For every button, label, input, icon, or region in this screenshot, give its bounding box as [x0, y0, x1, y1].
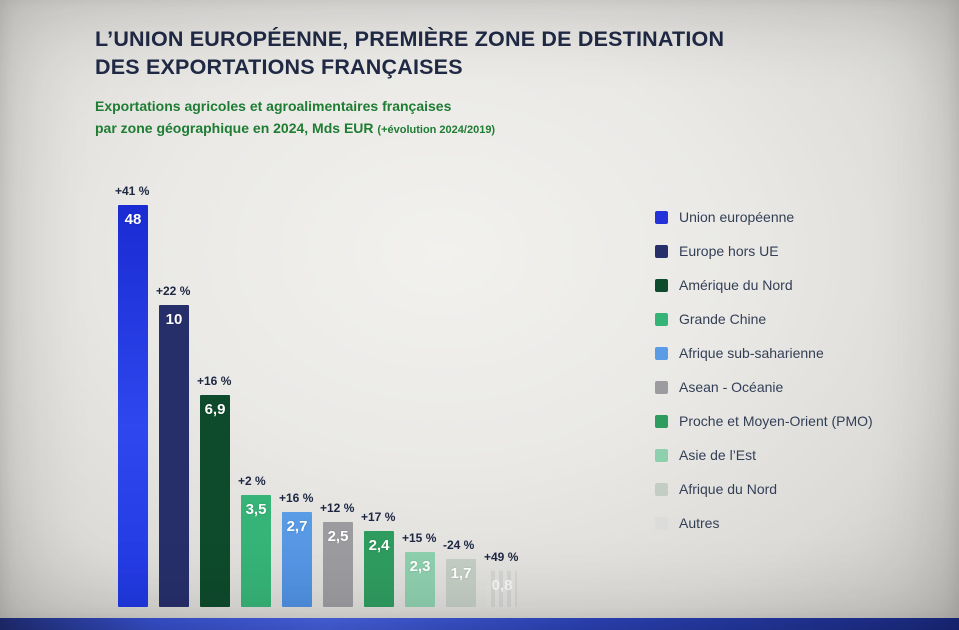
chart-subtitle-line2: par zone géographique en 2024, Mds EUR	[95, 119, 378, 136]
legend-swatch	[655, 380, 668, 394]
bar-autres: 0,8	[487, 571, 517, 607]
bar-group-grande-chine: +2 % 3,5	[238, 474, 271, 607]
bar-value-label: 6,9	[204, 401, 226, 418]
legend-swatch	[655, 516, 668, 530]
legend-swatch	[655, 210, 668, 224]
legend-label: Grande Chine	[679, 311, 767, 327]
legend-swatch	[655, 414, 668, 428]
bar-value-label: 3,5	[245, 501, 267, 518]
evolution-label: +22 %	[156, 284, 191, 298]
bar-group-afrique-sub-saharienne: +16 % 2,7	[279, 491, 314, 607]
bar-asean-oceanie: 2,5	[323, 522, 353, 607]
legend-item-grande-chine: Grande Chine	[655, 302, 873, 336]
evolution-label: +16 %	[197, 374, 232, 388]
legend-swatch	[655, 482, 668, 496]
bar-value-label: 0,8	[491, 577, 513, 594]
bar-chart: +41 % 48 +22 % 10 +16 % 6,9 +2 % 3,5 +16 % 2,7 +12…	[115, 157, 519, 607]
legend-swatch	[655, 312, 668, 326]
page-title: L’UNION EUROPÉENNE, PREMIÈRE ZONE DE DES…	[95, 26, 815, 82]
bar-group-europe-hors-ue: +22 % 10	[156, 284, 191, 607]
bar-group-asean-oceanie: +12 % 2,5	[320, 501, 355, 607]
bar-value-label: 10	[165, 311, 183, 328]
legend-item-asean-oceanie: Asean - Océanie	[655, 370, 873, 404]
legend-item-afrique-du-nord: Afrique du Nord	[655, 472, 873, 506]
bar-afrique-sub-saharienne: 2,7	[282, 512, 312, 607]
bar-group-union-europeenne: +41 % 48	[115, 184, 150, 607]
bar-value-label: 1,7	[450, 565, 472, 582]
chart-subtitle: Exportations agricoles et agroalimentair…	[95, 96, 815, 139]
evolution-label: +16 %	[279, 491, 314, 505]
legend-label: Afrique sub-saharienne	[679, 345, 824, 361]
legend-item-union-europeenne: Union européenne	[655, 200, 873, 234]
legend-label: Union européenne	[679, 209, 795, 225]
bar-europe-hors-ue: 10	[159, 305, 189, 607]
legend-swatch	[655, 346, 668, 360]
legend-item-autres: Autres	[655, 506, 873, 540]
legend-item-afrique-sub-saharienne: Afrique sub-saharienne	[655, 336, 873, 370]
legend-label: Europe hors UE	[679, 243, 779, 259]
bar-group-amerique-du-nord: +16 % 6,9	[197, 374, 232, 607]
evolution-label: +49 %	[484, 550, 519, 564]
legend-item-europe-hors-ue: Europe hors UE	[655, 234, 873, 268]
legend-label: Autres	[679, 515, 720, 531]
chart-subtitle-line1: Exportations agricoles et agroalimentair…	[95, 97, 452, 114]
legend-label: Proche et Moyen-Orient (PMO)	[679, 413, 873, 429]
chart-legend: Union européenne Europe hors UE Amérique d…	[655, 200, 873, 540]
legend-item-amerique-du-nord: Amérique du Nord	[655, 268, 873, 302]
bar-value-label: 2,4	[368, 537, 390, 554]
evolution-label: -24 %	[443, 538, 475, 552]
legend-label: Afrique du Nord	[679, 481, 778, 497]
evolution-label: +2 %	[238, 474, 266, 488]
legend-swatch	[655, 448, 668, 462]
bar-amerique-du-nord: 6,9	[200, 395, 230, 607]
bar-afrique-du-nord: 1,7	[446, 559, 476, 607]
evolution-label: +12 %	[320, 501, 355, 515]
bar-value-label: 48	[124, 211, 142, 228]
chart-subtitle-note: (+évolution 2024/2019)	[377, 123, 496, 136]
legend-item-proche-et-moyen-orient-pmo: Proche et Moyen-Orient (PMO)	[655, 404, 873, 438]
bar-asie-de-l-est: 2,3	[405, 552, 435, 607]
bar-value-label: 2,5	[327, 528, 349, 545]
evolution-label: +41 %	[115, 184, 150, 198]
bar-value-label: 2,3	[409, 558, 431, 575]
bar-proche-et-moyen-orient-pmo: 2,4	[364, 531, 394, 607]
bar-union-europeenne: 48	[118, 205, 148, 607]
bar-group-proche-et-moyen-orient-pmo: +17 % 2,4	[361, 510, 396, 607]
legend-swatch	[655, 278, 668, 292]
page-title-line2: DES EXPORTATIONS FRANÇAISES	[95, 54, 463, 79]
bar-value-label: 2,7	[286, 518, 308, 535]
header: L’UNION EUROPÉENNE, PREMIÈRE ZONE DE DES…	[95, 26, 815, 139]
evolution-label: +15 %	[402, 531, 437, 545]
bar-group-afrique-du-nord: -24 % 1,7	[443, 538, 476, 607]
page-title-line1: L’UNION EUROPÉENNE, PREMIÈRE ZONE DE DES…	[95, 27, 725, 51]
screen-bottom-edge	[0, 618, 959, 630]
legend-swatch	[655, 244, 668, 258]
bar-grande-chine: 3,5	[241, 495, 271, 607]
evolution-label: +17 %	[361, 510, 396, 524]
legend-label: Asie de l’Est	[679, 447, 757, 463]
legend-label: Asean - Océanie	[679, 379, 784, 395]
bar-group-autres: +49 % 0,8	[484, 550, 519, 607]
legend-label: Amérique du Nord	[679, 277, 793, 293]
bar-group-asie-de-l-est: +15 % 2,3	[402, 531, 437, 607]
legend-item-asie-de-l-est: Asie de l’Est	[655, 438, 873, 472]
